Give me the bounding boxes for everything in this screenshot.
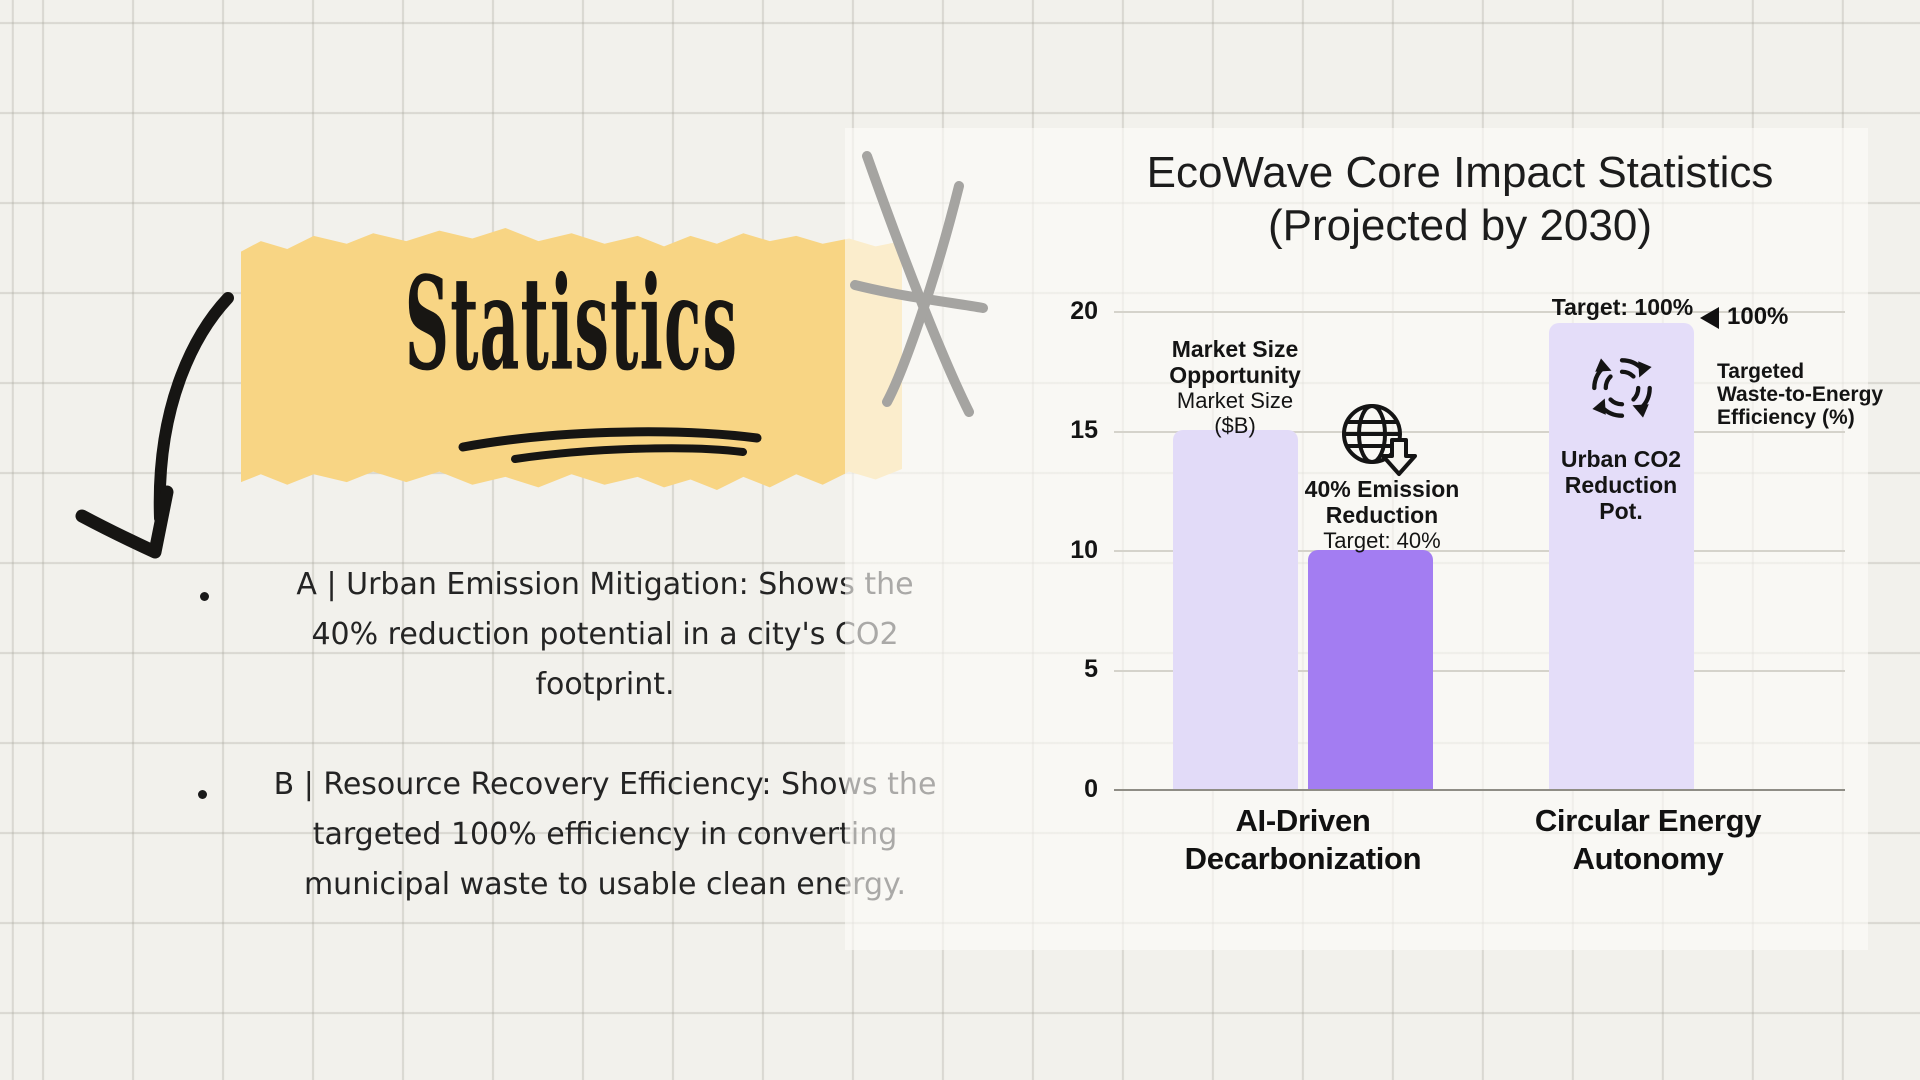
bullet-marker bbox=[200, 592, 209, 601]
gridline-10 bbox=[1114, 550, 1845, 552]
target-100-label: Target: 100% bbox=[1551, 294, 1694, 320]
x-axis-line bbox=[1114, 789, 1845, 791]
bullet-a-line-1: A | Urban Emission Mitigation: Shows the bbox=[296, 567, 914, 602]
left-triangle-icon bbox=[1700, 307, 1719, 329]
target-label: Target: 40% bbox=[1323, 528, 1441, 553]
bullet-b-line-2: targeted 100% efficiency in converting bbox=[312, 817, 898, 852]
bullet-item-a: A | Urban Emission Mitigation: Shows the… bbox=[250, 560, 960, 710]
gridline-15 bbox=[1114, 431, 1845, 433]
page-title: Statistics bbox=[404, 248, 739, 401]
axis-label-line: Waste-to-Energy bbox=[1717, 383, 1884, 406]
gridline-20 bbox=[1114, 311, 1845, 313]
bar-emission-reduction-label: 40% Emission Reduction Target: 40% bbox=[1282, 476, 1482, 553]
label-line: 40% Emission bbox=[1304, 476, 1460, 502]
chart-title: EcoWave Core Impact Statistics (Projecte… bbox=[1060, 146, 1860, 252]
bullet-b-line-3: municipal waste to usable clean energy. bbox=[303, 867, 907, 902]
category-line: AI-Driven bbox=[1235, 803, 1371, 838]
bar-waste-to-energy bbox=[1549, 323, 1694, 789]
bar-emission-reduction bbox=[1308, 550, 1433, 789]
gridline-5 bbox=[1114, 670, 1845, 672]
label-line: Urban CO2 bbox=[1560, 446, 1682, 472]
underline-doodle bbox=[458, 427, 762, 463]
y-tick-15: 15 bbox=[1070, 416, 1098, 444]
category-line: Circular Energy bbox=[1534, 803, 1762, 838]
arrow-doodle bbox=[75, 292, 234, 559]
chart-title-line-2: (Projected by 2030) bbox=[1268, 201, 1652, 250]
label-line: Reduction Pot. bbox=[1564, 472, 1678, 524]
label-line: Market Size bbox=[1171, 336, 1299, 362]
category-line: Autonomy bbox=[1572, 841, 1724, 876]
bullet-a-line-3: footprint. bbox=[535, 667, 675, 702]
chart-title-line-1: EcoWave Core Impact Statistics bbox=[1146, 148, 1774, 197]
axis-label-line: Efficiency (%) bbox=[1717, 406, 1855, 429]
bar-market-size bbox=[1173, 430, 1298, 789]
torn-paper-highlight bbox=[241, 228, 902, 490]
recycle-icon bbox=[1592, 358, 1652, 418]
sublabel-line: Market Size bbox=[1176, 388, 1294, 413]
right-axis-label: Targeted Waste-to-Energy Efficiency (%) bbox=[1717, 360, 1907, 429]
y-tick-20: 20 bbox=[1070, 297, 1098, 325]
label-line: Reduction bbox=[1325, 502, 1439, 528]
category-label-ai-driven: AI-Driven Decarbonization bbox=[1158, 802, 1448, 878]
axis-label-line: Targeted bbox=[1717, 360, 1805, 383]
bullet-item-b: B | Resource Recovery Efficiency: Shows … bbox=[250, 760, 960, 910]
bar3-above-label: Target: 100% bbox=[1535, 294, 1710, 321]
bar3-marker-value: 100% bbox=[1727, 303, 1789, 330]
globe-down-arrow-icon bbox=[1342, 404, 1417, 476]
label-line: Opportunity bbox=[1169, 362, 1301, 388]
category-line: Decarbonization bbox=[1184, 841, 1422, 876]
chart-panel bbox=[845, 128, 1868, 950]
bar-market-size-label: Market Size Opportunity Market Size ($B) bbox=[1135, 336, 1335, 438]
y-tick-0: 0 bbox=[1084, 775, 1098, 803]
category-label-circular-energy: Circular Energy Autonomy bbox=[1498, 802, 1798, 878]
bullet-marker bbox=[198, 790, 207, 799]
sublabel-line: ($B) bbox=[1214, 413, 1256, 438]
bar3-inner-label: Urban CO2 Reduction Pot. bbox=[1545, 446, 1697, 524]
y-tick-5: 5 bbox=[1084, 655, 1098, 683]
y-tick-10: 10 bbox=[1070, 536, 1098, 564]
bullet-a-line-2: 40% reduction potential in a city's CO2 bbox=[311, 617, 899, 652]
bullet-b-line-1: B | Resource Recovery Efficiency: Shows … bbox=[273, 767, 937, 802]
